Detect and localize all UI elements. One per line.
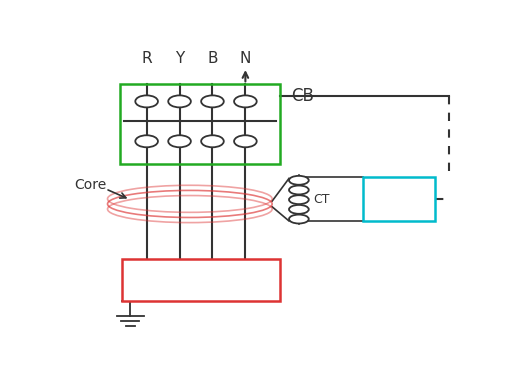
Text: Y: Y — [175, 51, 184, 66]
Ellipse shape — [289, 205, 309, 214]
Bar — [122, 259, 280, 301]
Ellipse shape — [201, 135, 224, 147]
Ellipse shape — [201, 95, 224, 107]
Ellipse shape — [168, 95, 191, 107]
Text: CB: CB — [290, 87, 313, 105]
Text: B: B — [207, 51, 218, 66]
Ellipse shape — [135, 95, 158, 107]
Text: Relay: Relay — [378, 191, 419, 206]
Text: Load: Load — [179, 271, 222, 289]
Ellipse shape — [289, 176, 309, 185]
Ellipse shape — [234, 135, 256, 147]
Ellipse shape — [289, 185, 309, 195]
Bar — [363, 177, 435, 221]
Text: R: R — [141, 51, 152, 66]
Text: Core: Core — [74, 178, 107, 192]
Bar — [120, 84, 280, 164]
Ellipse shape — [135, 135, 158, 147]
Ellipse shape — [289, 215, 309, 223]
Text: N: N — [239, 51, 251, 66]
Ellipse shape — [289, 195, 309, 204]
Ellipse shape — [168, 135, 191, 147]
Ellipse shape — [234, 95, 256, 107]
Text: CT: CT — [313, 193, 329, 206]
